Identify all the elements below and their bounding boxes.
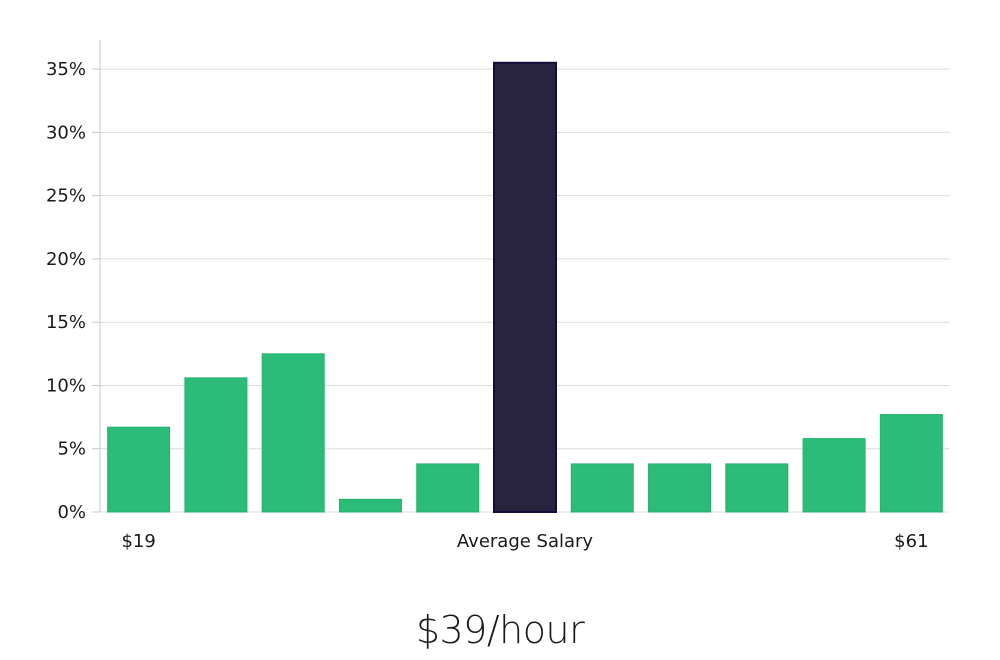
bar — [802, 438, 866, 513]
bar — [416, 463, 480, 513]
bar-average-salary — [493, 61, 557, 514]
bar — [648, 463, 712, 513]
bar — [338, 498, 402, 513]
y-tick-label: 0% — [57, 502, 86, 523]
y-tick-label: 20% — [46, 249, 86, 270]
y-tick-label: 5% — [57, 439, 86, 460]
x-axis-label: $61 — [894, 531, 928, 552]
bar — [107, 426, 171, 513]
bar — [570, 463, 634, 513]
y-tick-label: 15% — [46, 312, 86, 333]
y-tick-label: 30% — [46, 122, 86, 143]
bar — [261, 353, 325, 513]
bar — [184, 377, 248, 513]
y-tick-label: 35% — [46, 59, 86, 80]
salary-distribution-chart: 0% 5% 10% 15% 20% 25% 30% 35% $19 Average Salary… — [46, 40, 950, 552]
bar — [879, 414, 943, 513]
bar — [725, 463, 789, 513]
x-axis-label: Average Salary — [457, 531, 594, 552]
bars — [107, 61, 943, 514]
y-axis-ticks: 0% 5% 10% 15% 20% 25% 30% 35% — [46, 59, 100, 523]
y-tick-label: 25% — [46, 186, 86, 207]
y-tick-label: 10% — [46, 375, 86, 396]
x-axis-labels: $19 Average Salary $61 — [121, 531, 928, 552]
average-salary-headline: $39/hour — [415, 608, 585, 652]
x-axis-label: $19 — [121, 531, 155, 552]
